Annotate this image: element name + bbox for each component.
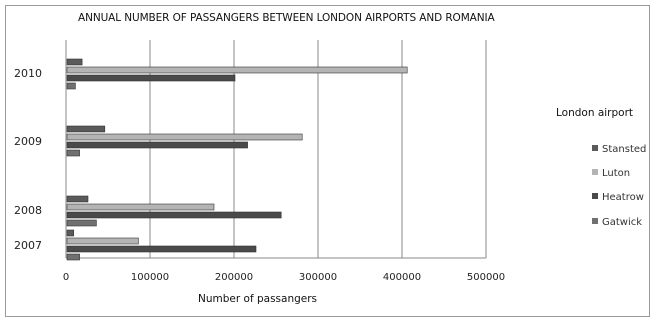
- bar-luton-2008: [66, 203, 215, 211]
- x-tick-label: 200000: [215, 272, 253, 283]
- x-tick-label: 300000: [299, 272, 337, 283]
- bar-stansted-2010: [66, 58, 83, 66]
- bar-luton-2007: [66, 237, 139, 245]
- bar-heatrow-2010: [66, 74, 236, 82]
- bar-stansted-2009: [66, 125, 106, 133]
- y-category-label: 2010: [14, 67, 42, 80]
- legend-swatch-gatwick: [592, 218, 598, 224]
- x-tick-label: 500000: [467, 272, 505, 283]
- chart-title: ANNUAL NUMBER OF PASSANGERS BETWEEN LOND…: [78, 12, 495, 24]
- legend-swatch-stansted: [592, 145, 598, 151]
- legend-swatch-heatrow: [592, 193, 598, 199]
- x-tick-label: 0: [63, 272, 69, 283]
- y-category-label: 2008: [14, 204, 42, 217]
- bar-gatwick-2008: [66, 219, 97, 227]
- legend-label-heatrow: Heatrow: [602, 192, 644, 203]
- x-tick-label: 400000: [383, 272, 421, 283]
- bar-luton-2010: [66, 66, 408, 74]
- bar-gatwick-2007: [66, 253, 80, 261]
- legend-label-luton: Luton: [602, 168, 630, 179]
- x-tick-label: 100000: [131, 272, 169, 283]
- y-category-label: 2007: [14, 239, 42, 252]
- bar-gatwick-2010: [66, 82, 76, 90]
- bar-stansted-2008: [66, 195, 89, 203]
- bar-heatrow-2007: [66, 245, 257, 253]
- x-axis-title: Number of passangers: [198, 293, 318, 305]
- legend-label-gatwick: Gatwick: [602, 217, 642, 228]
- legend-title: London airport: [556, 107, 634, 119]
- legend-swatch-luton: [592, 169, 598, 175]
- bar-heatrow-2009: [66, 141, 248, 149]
- chart-frame: [5, 5, 650, 317]
- bar-stansted-2007: [66, 229, 75, 237]
- legend-label-stansted: Stansted: [602, 144, 646, 155]
- y-category-label: 2009: [14, 135, 42, 148]
- bar-gatwick-2009: [66, 149, 80, 157]
- bar-luton-2009: [66, 133, 303, 141]
- bar-heatrow-2008: [66, 211, 282, 219]
